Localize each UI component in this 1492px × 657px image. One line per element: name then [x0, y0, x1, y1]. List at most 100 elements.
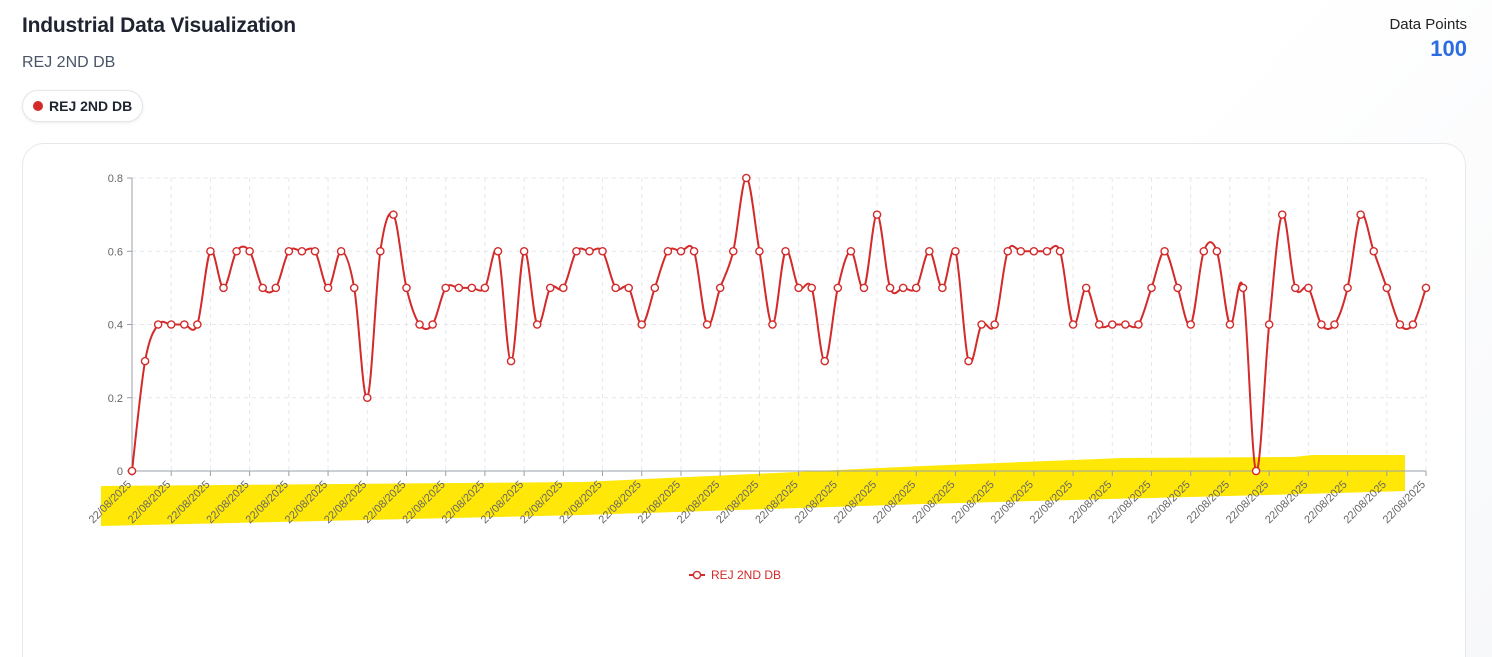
data-point: [127, 466, 137, 476]
data-point: [480, 283, 490, 293]
data-points-value: 100: [1430, 36, 1467, 61]
data-point: [1264, 320, 1274, 329]
data-point: [297, 246, 307, 256]
data-point: [1121, 320, 1130, 329]
legend-label: REJ 2ND DB: [711, 568, 781, 582]
data-point: [349, 283, 359, 293]
data-point: [1212, 246, 1222, 256]
data-point: [336, 246, 346, 256]
chart-legend[interactable]: REJ 2ND DB: [689, 568, 781, 582]
page-title: Industrial Data Visualization: [22, 14, 296, 37]
data-point: [807, 283, 816, 293]
data-point: [990, 320, 999, 329]
data-point: [193, 320, 202, 329]
data-point: [323, 283, 333, 293]
series-chip-label: REJ 2ND DB: [49, 98, 133, 114]
data-point: [559, 283, 568, 293]
data-point: [1016, 246, 1026, 256]
line-chart: 00.20.40.60.822/08/202522/08/202522/08/2…: [87, 173, 1431, 582]
series-color-dot-icon: [33, 101, 43, 111]
data-point: [1317, 320, 1326, 329]
data-point: [1042, 246, 1052, 256]
data-point: [898, 283, 908, 293]
data-point: [376, 246, 385, 256]
data-point: [859, 283, 869, 293]
data-point: [1356, 210, 1365, 219]
data-point: [1251, 466, 1261, 476]
data-point: [140, 356, 150, 366]
data-point: [271, 283, 281, 293]
data-point: [1238, 283, 1248, 293]
data-point: [977, 320, 986, 329]
data-point: [1421, 283, 1431, 293]
highlight-overlay: [101, 455, 1405, 526]
data-point: [572, 246, 581, 256]
data-point: [872, 210, 882, 219]
chart-grid: [131, 177, 1427, 471]
data-point: [454, 283, 464, 293]
data-point: [206, 246, 215, 256]
data-point: [310, 246, 320, 256]
page-subtitle: REJ 2ND DB: [22, 54, 116, 71]
data-point: [885, 283, 895, 293]
data-point: [1290, 283, 1300, 293]
data-point: [362, 393, 372, 403]
data-point: [467, 283, 477, 293]
data-point: [1055, 246, 1065, 256]
data-point: [1108, 320, 1117, 329]
data-point: [820, 356, 830, 366]
data-point: [545, 283, 555, 293]
data-point: [938, 283, 947, 293]
data-point: [637, 320, 647, 329]
data-point: [663, 246, 673, 256]
y-tick-label: 0.4: [108, 320, 123, 332]
data-point: [532, 320, 542, 329]
data-point: [389, 210, 398, 219]
chart-card: 0 0.2 0.4 0.6 0.8 22/08/2025 22/08/2025 22/08/2…: [22, 143, 1466, 657]
data-point: [1382, 283, 1392, 293]
data-point: [768, 320, 777, 329]
y-tick-label: 0.8: [108, 173, 123, 185]
data-point: [702, 320, 712, 329]
data-point: [1330, 320, 1339, 329]
data-point: [846, 246, 856, 256]
data-point: [166, 320, 176, 329]
data-point: [428, 320, 437, 329]
data-point: [284, 246, 294, 256]
data-point: [441, 283, 450, 293]
data-point: [833, 283, 843, 293]
highlight-band: [101, 455, 1405, 526]
data-point: [402, 283, 411, 293]
data-point: [1395, 320, 1405, 329]
data-point: [1408, 320, 1418, 329]
data-point: [951, 246, 960, 256]
data-point: [925, 246, 934, 256]
data-point: [1277, 210, 1287, 219]
data-point: [964, 356, 973, 366]
data-point: [1369, 246, 1379, 256]
data-point: [781, 246, 790, 256]
data-point: [911, 283, 921, 293]
data-point: [1173, 283, 1182, 293]
data-point: [258, 283, 268, 293]
data-point: [245, 246, 254, 256]
data-point: [153, 320, 163, 329]
y-tick-label: 0.2: [108, 393, 123, 405]
data-point: [1068, 320, 1078, 329]
series-chip[interactable]: REJ 2ND DB: [22, 90, 144, 122]
chart-series: [127, 173, 1431, 476]
data-point: [742, 173, 751, 183]
data-point: [1199, 246, 1209, 256]
data-point: [232, 246, 241, 256]
data-point: [1094, 320, 1104, 329]
legend-marker-icon: [692, 570, 702, 580]
y-tick-label: 0: [117, 466, 123, 478]
data-point: [1225, 320, 1235, 329]
data-points-label: Data Points: [1389, 16, 1467, 33]
data-point: [1003, 246, 1013, 256]
data-point: [493, 246, 503, 256]
data-point: [519, 246, 529, 256]
data-point: [1343, 283, 1352, 293]
data-point: [794, 283, 803, 293]
